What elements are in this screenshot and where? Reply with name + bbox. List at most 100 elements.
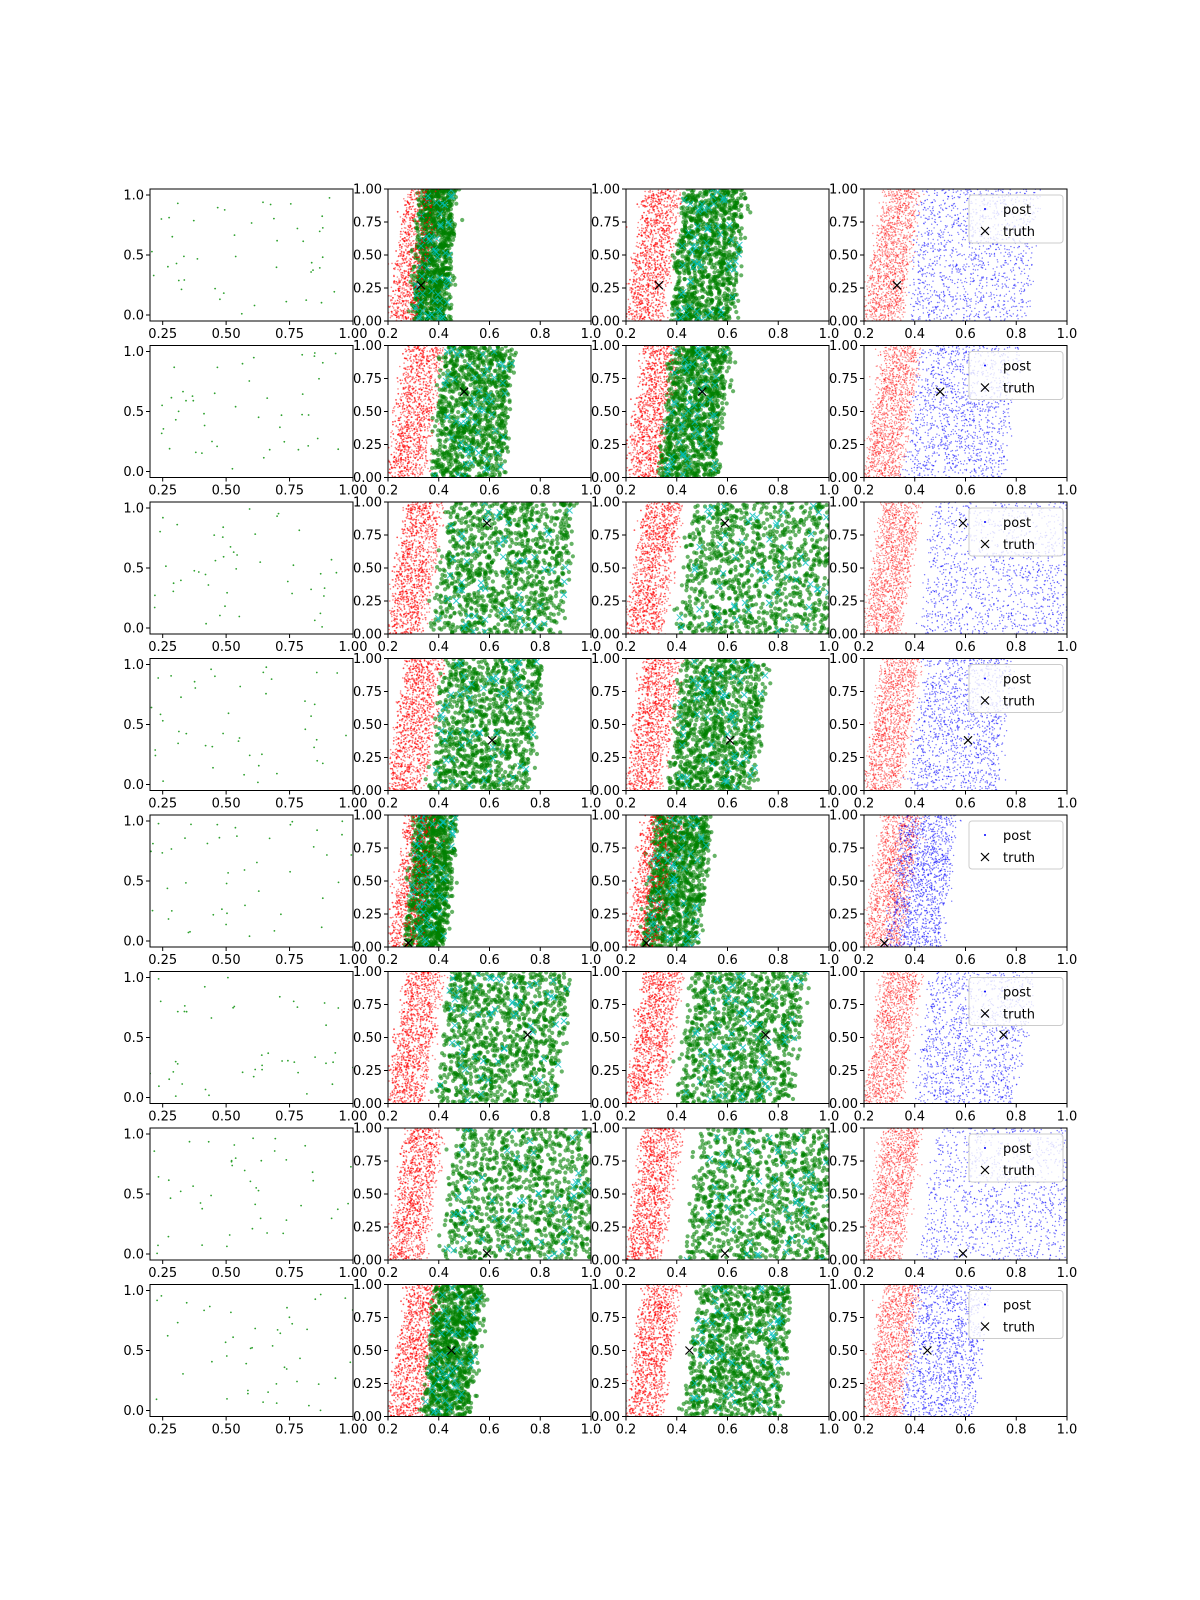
red-points-front-point (422, 258, 425, 261)
red-points-point (660, 208, 663, 210)
red-points-point (657, 232, 659, 234)
y-tick-label: 1.00 (353, 183, 382, 198)
red-points-point (412, 190, 415, 192)
red-points-point (887, 206, 889, 209)
red-points-point (883, 283, 885, 286)
points (388, 189, 465, 321)
red-points-point (893, 247, 895, 249)
red-points-point (647, 277, 650, 279)
red-points-front-point (656, 201, 659, 203)
cyan-marker (448, 192, 456, 200)
red-points-front-point (663, 204, 665, 207)
red-points-front-point (406, 290, 409, 293)
red-points-point (659, 213, 661, 215)
red-points-point (673, 191, 675, 194)
green-points-point (722, 217, 727, 223)
red-points-front-point (633, 272, 636, 274)
red-points-front-point (420, 257, 423, 260)
red-points-point (900, 231, 903, 234)
red-points-front-point (645, 218, 647, 220)
red-points-point (402, 259, 405, 262)
red-points-front-point (646, 245, 649, 248)
cyan-marker (697, 263, 705, 271)
green-points-point (683, 318, 688, 321)
red-points-point (907, 197, 909, 199)
red-points-front-point (643, 240, 645, 243)
cyan-marker (694, 314, 702, 321)
red-points-point (670, 206, 672, 209)
red-points-point (391, 305, 394, 308)
red-points-point (666, 218, 668, 220)
red-points-point (675, 215, 677, 218)
cyan-marker (436, 274, 444, 281)
cyan-marker (705, 222, 712, 230)
green-points-point (681, 220, 686, 225)
red-points-point (654, 252, 656, 254)
red-points-point (893, 248, 895, 250)
green-points-point (742, 191, 747, 196)
red-points-point (899, 229, 902, 231)
red-points-point (653, 247, 656, 250)
red-points-point (896, 255, 898, 257)
red-points-front-point (407, 213, 410, 216)
red-points-point (677, 212, 679, 214)
red-points-point (400, 252, 403, 254)
green-points-point (436, 288, 441, 293)
green-points-point (718, 207, 723, 212)
red-points-point (888, 217, 891, 219)
red-points-front-point (422, 231, 425, 233)
red-points-point (674, 206, 676, 209)
red-points-point (903, 275, 906, 278)
green-points-point (434, 268, 439, 273)
red-points-point (898, 262, 901, 264)
red-points-point (405, 208, 408, 211)
y-tick-label: 0.50 (353, 249, 382, 264)
cyan-marker (725, 260, 732, 267)
red-points-point (413, 242, 415, 245)
cyan-marker (438, 200, 446, 208)
red-points-point (404, 245, 406, 247)
red-points-point (871, 291, 873, 293)
red-points-point (884, 294, 886, 296)
red-points-front-point (402, 310, 405, 312)
red-points-point (401, 297, 403, 299)
red-points-point (640, 298, 642, 300)
red-points-front-point (423, 194, 425, 197)
red-points-point (895, 302, 897, 305)
green-points-point (712, 265, 718, 270)
red-points-point (391, 315, 394, 317)
red-points-point (651, 309, 654, 312)
green-points-point (734, 309, 739, 315)
red-points-point (669, 275, 672, 277)
red-points-front-point (420, 232, 423, 235)
red-points-point (660, 307, 662, 310)
red-points-point (890, 281, 892, 283)
y-tick-label: 0.5 (123, 249, 144, 264)
green-points-point (448, 295, 453, 300)
red-points-front-point (402, 255, 404, 258)
green-points-point (731, 282, 737, 287)
red-points-point (402, 316, 405, 318)
red-points-point (885, 282, 888, 284)
cyan-marker (729, 293, 736, 301)
green-points-point (444, 237, 449, 242)
cyan-marker (727, 236, 735, 244)
red-points-point (400, 279, 403, 281)
red-points-point (409, 202, 412, 204)
green-points-point (443, 265, 448, 271)
red-points-point (675, 202, 678, 205)
red-points-point (874, 261, 876, 263)
green-points-point (437, 259, 442, 264)
red-points-front-point (409, 206, 411, 208)
green-points-point (683, 268, 688, 273)
red-points-point (646, 300, 648, 303)
cyan-marker (688, 248, 696, 256)
red-points-point (652, 208, 655, 211)
red-points-point (642, 309, 645, 311)
red-points-point (892, 191, 895, 193)
red-points-front-point (400, 245, 403, 248)
y-tick-label: 1.0 (123, 189, 144, 204)
red-points-point (657, 210, 660, 212)
red-points-point (654, 292, 657, 294)
red-points-front-point (631, 283, 634, 286)
